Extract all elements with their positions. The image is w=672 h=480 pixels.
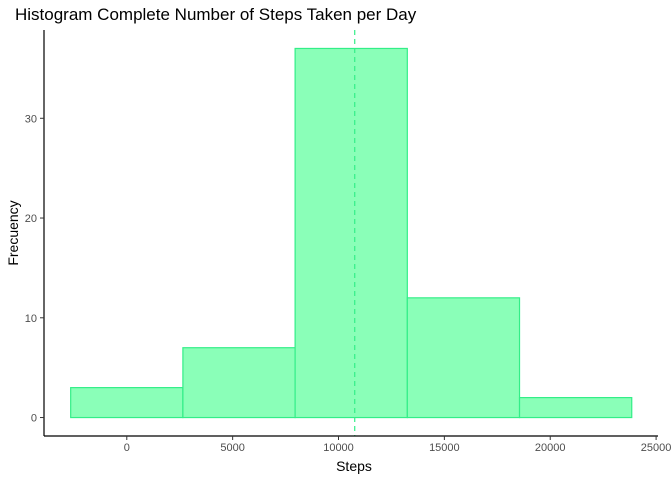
x-tick-label: 20000 (535, 442, 566, 454)
x-tick-label: 15000 (429, 442, 460, 454)
histogram-bar-3 (294, 47, 408, 419)
bars-group (70, 47, 633, 419)
y-tick-label: 20 (25, 213, 37, 225)
chart-title: Histogram Complete Number of Steps Taken… (15, 5, 417, 24)
histogram-bar-1 (70, 387, 184, 419)
y-ticks-group: 0 10 20 30 (25, 113, 44, 425)
y-tick-label: 0 (31, 413, 37, 425)
histogram-bar-5 (518, 396, 633, 419)
x-tick-label: 25000 (641, 442, 672, 454)
x-tick-label: 0 (124, 442, 130, 454)
y-axis-title: Frecuency (5, 200, 21, 265)
histogram-bar-4 (406, 297, 521, 419)
x-tick-label: 10000 (323, 442, 354, 454)
x-axis-title: Steps (336, 458, 372, 474)
y-tick-label: 30 (25, 113, 37, 125)
x-ticks-group: 0 5000 10000 15000 20000 25000 (124, 436, 672, 454)
axes-group (43, 30, 658, 437)
x-tick-label: 5000 (220, 442, 244, 454)
histogram-bar-2 (182, 347, 296, 419)
y-tick-label: 10 (25, 313, 37, 325)
